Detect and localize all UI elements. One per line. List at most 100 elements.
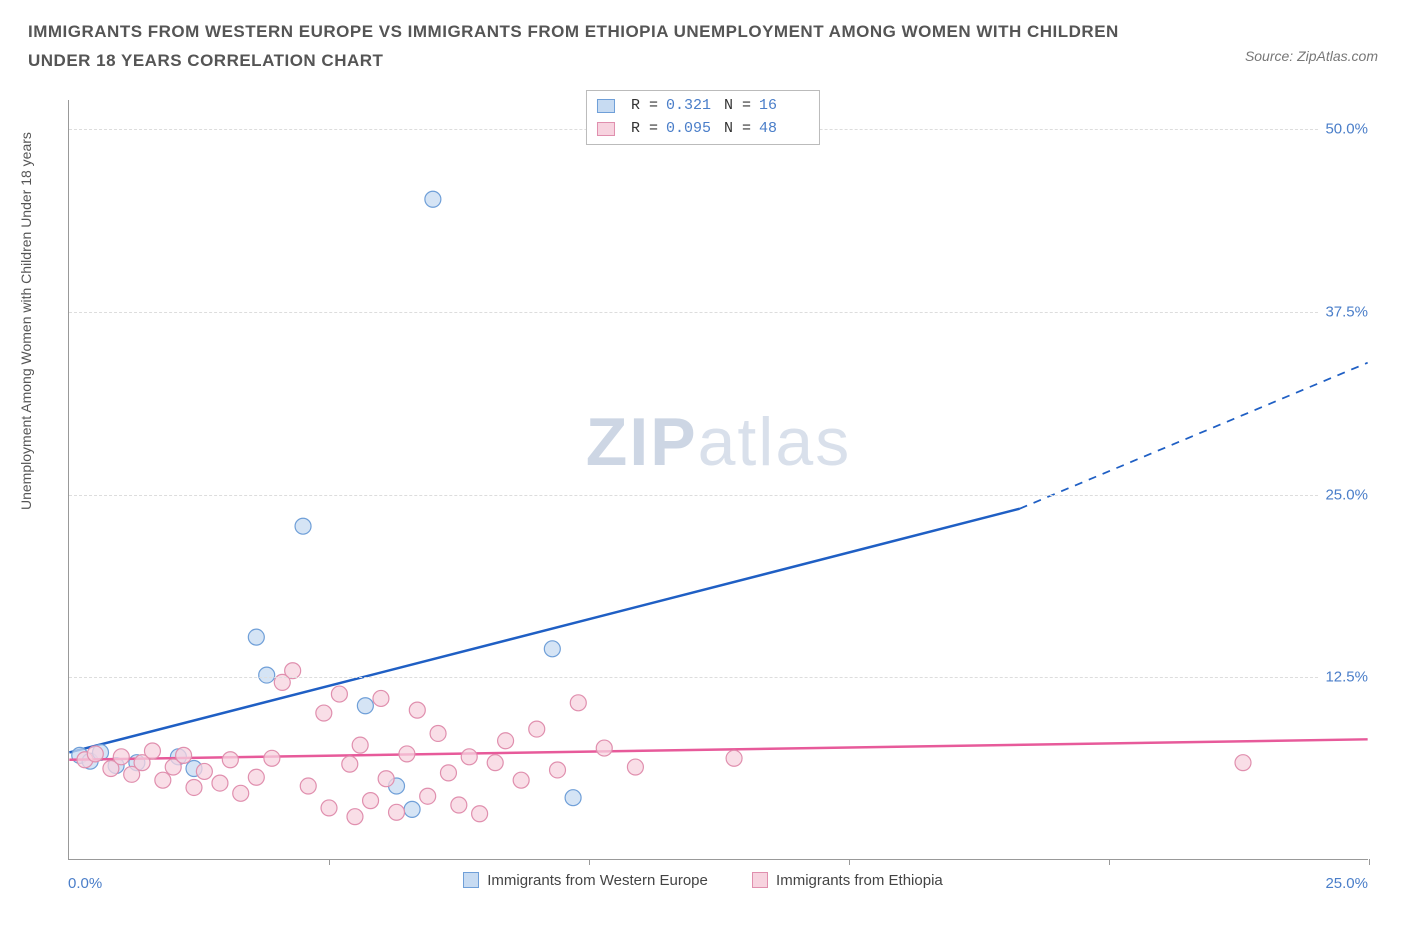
legend-label-series-1: Immigrants from Western Europe <box>487 872 708 889</box>
data-point-ethiopia <box>726 750 742 766</box>
x-tick <box>1109 859 1110 865</box>
gridline <box>69 677 1368 678</box>
data-point-ethiopia <box>285 663 301 679</box>
data-point-ethiopia <box>186 779 202 795</box>
data-point-ethiopia <box>570 695 586 711</box>
data-point-ethiopia <box>165 759 181 775</box>
data-point-ethiopia <box>472 806 488 822</box>
data-point-ethiopia <box>461 749 477 765</box>
data-point-ethiopia <box>347 809 363 825</box>
data-point-western_europe <box>186 761 202 777</box>
r-value-1: 0.321 <box>666 95 716 118</box>
data-point-western_europe <box>404 801 420 817</box>
chart-title: IMMIGRANTS FROM WESTERN EUROPE VS IMMIGR… <box>28 18 1128 76</box>
data-point-ethiopia <box>627 759 643 775</box>
chart-svg-overlay <box>69 100 1368 859</box>
regression-line-ethiopia <box>69 739 1367 759</box>
n-label-1: N = <box>724 95 751 118</box>
data-point-ethiopia <box>487 755 503 771</box>
x-tick <box>329 859 330 865</box>
data-point-ethiopia <box>498 733 514 749</box>
data-point-western_europe <box>129 755 145 771</box>
chart-container: Unemployment Among Women with Children U… <box>28 90 1378 910</box>
data-point-ethiopia <box>430 725 446 741</box>
r-value-2: 0.095 <box>666 118 716 141</box>
watermark: ZIPatlas <box>586 403 851 481</box>
data-point-ethiopia <box>550 762 566 778</box>
y-tick-label: 25.0% <box>1319 486 1368 503</box>
y-tick-label: 37.5% <box>1319 303 1368 320</box>
data-point-western_europe <box>357 698 373 714</box>
data-point-ethiopia <box>440 765 456 781</box>
data-point-western_europe <box>93 744 109 760</box>
data-point-western_europe <box>544 641 560 657</box>
data-point-ethiopia <box>87 746 103 762</box>
source-prefix: Source: <box>1245 48 1297 64</box>
r-label-1: R = <box>631 95 658 118</box>
stats-legend: R = 0.321 N = 16 R = 0.095 N = 48 <box>586 90 820 145</box>
data-point-ethiopia <box>155 772 171 788</box>
data-point-ethiopia <box>300 778 316 794</box>
data-point-western_europe <box>72 747 88 763</box>
data-point-western_europe <box>425 191 441 207</box>
data-point-ethiopia <box>233 785 249 801</box>
x-tick <box>1369 859 1370 865</box>
data-point-ethiopia <box>596 740 612 756</box>
data-point-western_europe <box>259 667 275 683</box>
y-tick-label: 12.5% <box>1319 669 1368 686</box>
source-attribution: Source: ZipAtlas.com <box>1245 48 1378 64</box>
data-point-ethiopia <box>451 797 467 813</box>
data-point-ethiopia <box>134 755 150 771</box>
data-point-ethiopia <box>124 766 140 782</box>
n-value-2: 48 <box>759 118 809 141</box>
data-point-western_europe <box>108 758 124 774</box>
data-point-ethiopia <box>420 788 436 804</box>
data-point-ethiopia <box>113 749 129 765</box>
data-point-western_europe <box>389 778 405 794</box>
swatch-series-2-bottom <box>752 872 768 888</box>
data-point-ethiopia <box>222 752 238 768</box>
data-point-ethiopia <box>409 702 425 718</box>
data-point-ethiopia <box>248 769 264 785</box>
header: IMMIGRANTS FROM WESTERN EUROPE VS IMMIGR… <box>0 0 1406 76</box>
data-point-ethiopia <box>176 747 192 763</box>
regression-line-western_europe <box>69 509 1019 753</box>
n-value-1: 16 <box>759 95 809 118</box>
r-label-2: R = <box>631 118 658 141</box>
stats-row-series-2: R = 0.095 N = 48 <box>597 118 809 141</box>
swatch-series-1 <box>597 99 615 113</box>
data-point-ethiopia <box>331 686 347 702</box>
plot-area: ZIPatlas 12.5% 25.0% 37.5% 50.0% <box>68 100 1368 860</box>
swatch-series-2 <box>597 122 615 136</box>
gridline <box>69 495 1368 496</box>
stats-row-series-1: R = 0.321 N = 16 <box>597 95 809 118</box>
data-point-ethiopia <box>342 756 358 772</box>
y-tick-label: 50.0% <box>1319 121 1368 138</box>
data-point-ethiopia <box>373 690 389 706</box>
data-point-western_europe <box>295 518 311 534</box>
n-label-2: N = <box>724 118 751 141</box>
data-point-ethiopia <box>264 750 280 766</box>
x-tick <box>589 859 590 865</box>
data-point-ethiopia <box>399 746 415 762</box>
data-point-ethiopia <box>103 761 119 777</box>
data-point-ethiopia <box>321 800 337 816</box>
data-point-ethiopia <box>529 721 545 737</box>
series-legend: Immigrants from Western Europe Immigrant… <box>28 872 1378 893</box>
data-point-ethiopia <box>144 743 160 759</box>
legend-item-series-2: Immigrants from Ethiopia <box>752 872 943 889</box>
data-point-ethiopia <box>513 772 529 788</box>
data-point-ethiopia <box>212 775 228 791</box>
swatch-series-1-bottom <box>463 872 479 888</box>
data-point-ethiopia <box>378 771 394 787</box>
data-point-ethiopia <box>196 763 212 779</box>
data-point-ethiopia <box>77 752 93 768</box>
data-point-ethiopia <box>1235 755 1251 771</box>
gridline <box>69 312 1368 313</box>
y-axis-label: Unemployment Among Women with Children U… <box>18 132 34 510</box>
regression-line-dashed-western_europe <box>1020 363 1368 509</box>
data-point-western_europe <box>170 749 186 765</box>
data-point-ethiopia <box>389 804 405 820</box>
data-point-western_europe <box>82 753 98 769</box>
legend-label-series-2: Immigrants from Ethiopia <box>776 872 943 889</box>
